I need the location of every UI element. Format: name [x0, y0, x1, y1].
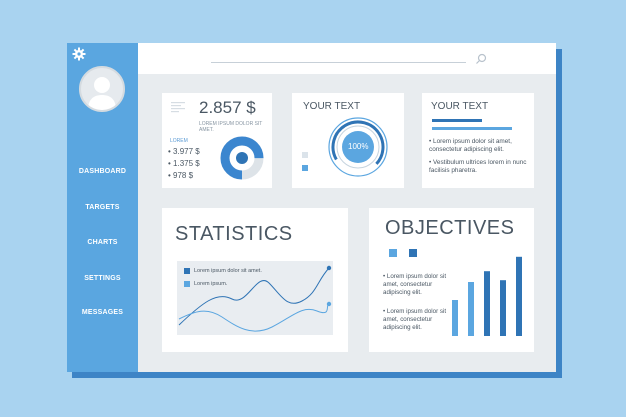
gauge-card-title: YOUR TEXT	[303, 101, 361, 112]
objectives-card: OBJECTIVES • Lorem ipsum dolor sit amet,…	[369, 208, 534, 352]
search-input[interactable]	[211, 62, 466, 63]
text-lines-icon	[171, 102, 185, 113]
legend-text-2: Lorem ipsum.	[194, 281, 228, 287]
legend-square-2	[184, 281, 190, 287]
bullet-text-2: • Vestibulum ultrices lorem in nunc faci…	[429, 159, 527, 174]
line-chart	[178, 265, 332, 332]
amount-value: 2.857 $	[199, 98, 256, 117]
objectives-title: OBJECTIVES	[385, 217, 515, 239]
legend-label: LOREM	[170, 138, 188, 144]
text-card: YOUR TEXT • Lorem ipsum dolor sit amet, …	[422, 93, 534, 188]
user-icon	[88, 77, 116, 110]
objectives-bullet-2-content: Lorem ipsum dolor sit amet, consectetur …	[383, 308, 447, 331]
bullet-text-2-content: Vestibulum ultrices lorem in nunc facili…	[429, 159, 527, 174]
value-3: • 978 $	[168, 171, 194, 180]
sidebar-item-targets[interactable]: TARGETS	[85, 204, 120, 211]
objectives-bullet-1: • Lorem ipsum dolor sit amet, consectetu…	[383, 273, 447, 296]
legend-square-light	[302, 152, 308, 158]
radial-gauge	[328, 117, 388, 177]
amount-subtitle: LOREM IPSUM DOLOR SIT AMET.	[199, 121, 263, 133]
avatar[interactable]	[79, 66, 125, 112]
bar-2	[468, 282, 474, 336]
gauge-percent: 100%	[348, 142, 369, 151]
objectives-bullet-2: • Lorem ipsum dolor sit amet, consectetu…	[383, 308, 447, 331]
progress-bar-dark	[432, 119, 482, 122]
sidebar: DASHBOARD TARGETS CHARTS SETTINGS MESSAG…	[67, 43, 138, 372]
app-window: DASHBOARD TARGETS CHARTS SETTINGS MESSAG…	[67, 43, 556, 372]
bullet-text-1: • Lorem ipsum dolor sit amet, consectetu…	[429, 138, 512, 153]
value-1: • 3.977 $	[168, 147, 200, 156]
objectives-square-light	[389, 249, 397, 257]
statistics-card: STATISTICS Lorem ipsum dolor sit amet. L…	[162, 208, 348, 352]
legend-square-1	[184, 268, 190, 274]
gear-icon[interactable]	[72, 47, 86, 61]
progress-bar-light	[432, 127, 512, 130]
sidebar-item-messages[interactable]: MESSAGES	[81, 309, 124, 316]
objectives-square-dark	[409, 249, 417, 257]
search-icon[interactable]	[474, 52, 488, 66]
value-2: • 1.375 $	[168, 159, 200, 168]
gauge-card: YOUR TEXT 100%	[292, 93, 404, 188]
line-series-2	[178, 303, 330, 332]
bar-3	[484, 271, 490, 336]
sidebar-item-settings[interactable]: SETTINGS	[84, 275, 121, 282]
legend-text-1: Lorem ipsum dolor sit amet.	[194, 268, 262, 274]
legend-square-blue	[302, 165, 308, 171]
sidebar-item-dashboard[interactable]: DASHBOARD	[78, 168, 127, 175]
bar-chart	[452, 256, 522, 336]
objectives-bullet-1-content: Lorem ipsum dolor sit amet, consectetur …	[383, 273, 447, 296]
donut-segment	[220, 136, 264, 180]
top-bar	[138, 43, 556, 74]
bar-5	[516, 256, 522, 336]
bar-4	[500, 280, 506, 336]
summary-card: 2.857 $ LOREM IPSUM DOLOR SIT AMET. LORE…	[162, 93, 272, 188]
bullet-text-1-content: Lorem ipsum dolor sit amet, consectetur …	[429, 138, 512, 153]
line-series-1	[178, 267, 330, 326]
line-series-1-endpoint	[326, 265, 332, 271]
text-card-title: YOUR TEXT	[431, 101, 489, 112]
line-series-2-endpoint	[326, 301, 332, 307]
bar-1	[452, 300, 458, 336]
donut-chart	[220, 136, 264, 180]
sidebar-item-charts[interactable]: CHARTS	[87, 239, 118, 246]
statistics-title: STATISTICS	[175, 223, 293, 245]
